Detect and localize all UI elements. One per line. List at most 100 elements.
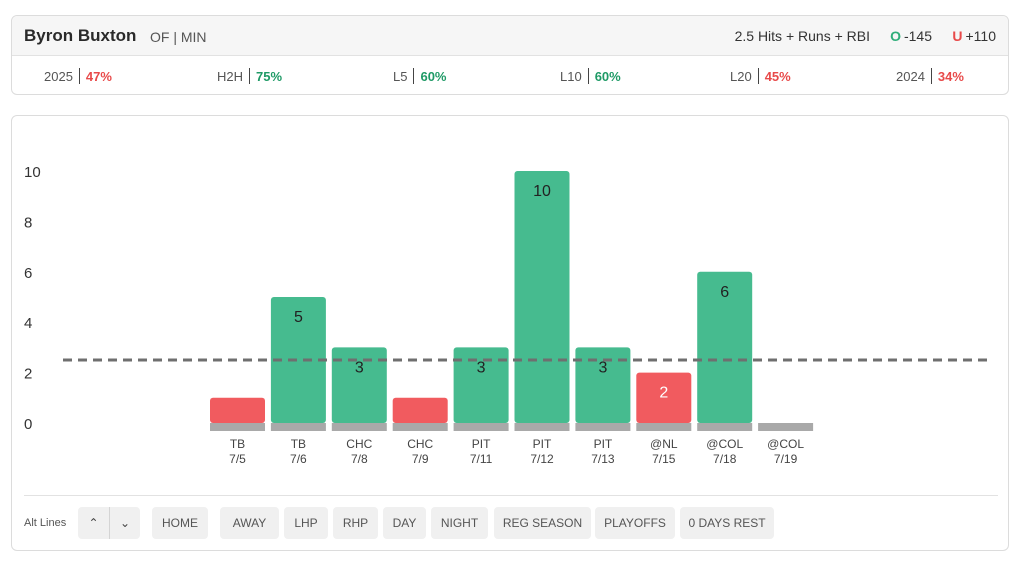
bar-base: [697, 423, 753, 431]
x-tick-date: 7/6: [290, 452, 307, 466]
x-tick-date: 7/5: [229, 452, 246, 466]
x-tick-opponent: CHC: [407, 437, 433, 451]
prop-header-card: Byron Buxton OF | MIN 2.5 Hits + Runs + …: [11, 15, 1009, 95]
under-icon: U: [952, 28, 963, 44]
prop-title-row: Byron Buxton OF | MIN 2.5 Hits + Runs + …: [12, 16, 1008, 56]
filter-night-button[interactable]: NIGHT: [431, 507, 488, 539]
bar: [270, 297, 326, 423]
stat-label: L10: [560, 69, 582, 84]
x-tick-date: 7/9: [412, 452, 429, 466]
x-tick-date: 7/19: [774, 452, 798, 466]
bar-base: [331, 423, 387, 431]
chevron-down-icon[interactable]: ⌄: [109, 507, 140, 539]
stat-l20[interactable]: L20 45%: [730, 68, 791, 84]
stat-label: L20: [730, 69, 752, 84]
over-icon: O: [890, 28, 901, 44]
stat-2025[interactable]: 2025 47%: [44, 68, 112, 84]
bar: [697, 271, 753, 423]
x-tick-date: 7/12: [530, 452, 554, 466]
bar-base: [270, 423, 326, 431]
x-tick-opponent: PIT: [533, 437, 552, 451]
bar: [331, 347, 387, 423]
filter-playoffs-button[interactable]: PLAYOFFS: [595, 507, 675, 539]
bar-value-label: 3: [477, 359, 486, 376]
bar-base: [210, 423, 265, 431]
x-tick-opponent: @COL: [706, 437, 743, 451]
over-odds-value: -145: [903, 28, 932, 44]
stat-value: 45%: [764, 69, 791, 84]
y-tick-label: 6: [24, 265, 32, 282]
bar-base: [758, 423, 814, 431]
x-tick-opponent: PIT: [594, 437, 613, 451]
stat-value: 75%: [256, 69, 283, 84]
chart-divider: [24, 495, 998, 496]
x-tick-opponent: CHC: [346, 437, 372, 451]
bar: [392, 397, 448, 423]
stat-label: 2025: [44, 69, 73, 84]
y-tick-label: 8: [24, 214, 32, 231]
bar-value-label: 5: [294, 309, 303, 326]
stat-value: 47%: [85, 69, 112, 84]
game-log-chart-card: 0 2 4 6 8 10 TB 7/5 5 TB 7/6 3 CHC 7/8 CHC 7/9 3 PIT 7/11 1…: [11, 115, 1009, 551]
stat-label: L5: [393, 69, 408, 84]
bar-value-label: 6: [720, 284, 729, 301]
player-position-team: OF | MIN: [150, 29, 207, 45]
x-tick-opponent: TB: [230, 437, 245, 451]
stat-l5[interactable]: L5 60%: [393, 68, 447, 84]
bar-value-label: 3: [355, 359, 364, 376]
x-tick-date: 7/8: [351, 452, 368, 466]
y-tick-label: 10: [24, 164, 41, 181]
stat-divider: [249, 68, 251, 84]
bar: [575, 347, 631, 423]
bar: [636, 372, 692, 423]
stat-value: 60%: [420, 69, 447, 84]
bar-base: [392, 423, 448, 431]
stat-l10[interactable]: L10 60%: [560, 68, 621, 84]
bar: [453, 347, 509, 423]
filter-home-button[interactable]: HOME: [152, 507, 208, 539]
bar-base: [575, 423, 631, 431]
bar-base: [636, 423, 692, 431]
x-tick-date: 7/15: [652, 452, 676, 466]
filter-away-button[interactable]: AWAY: [220, 507, 279, 539]
over-odds[interactable]: O -145: [890, 28, 932, 44]
bar-base: [514, 423, 570, 431]
x-tick-opponent: @NL: [650, 437, 678, 451]
alt-line-stepper: ⌃ ⌄: [78, 507, 140, 539]
under-odds[interactable]: U +110: [952, 28, 996, 44]
bar-value-label: 10: [533, 183, 551, 200]
y-tick-label: 0: [24, 416, 32, 433]
bar-base: [453, 423, 509, 431]
alt-lines-label: Alt Lines: [24, 517, 67, 529]
filter-reg-season-button[interactable]: REG SEASON: [494, 507, 591, 539]
stat-value: 60%: [594, 69, 621, 84]
x-tick-opponent: PIT: [472, 437, 491, 451]
player-name[interactable]: Byron Buxton: [24, 26, 137, 45]
filter-day-button[interactable]: DAY: [383, 507, 426, 539]
stat-divider: [413, 68, 415, 84]
under-odds-value: +110: [965, 28, 997, 44]
bar: [514, 171, 570, 423]
prop-line: 2.5 Hits + Runs + RBI: [734, 28, 870, 44]
stat-divider: [757, 68, 759, 84]
x-tick-opponent: TB: [291, 437, 306, 451]
bar-value-label: 2: [659, 385, 668, 402]
hit-rate-stats: 2025 47% H2H 75% L5 60% L10 60% L20 45% 2024 3…: [12, 56, 1008, 96]
stat-2024[interactable]: 2024 34%: [896, 68, 964, 84]
filter-days-rest-button[interactable]: 0 DAYS REST: [680, 507, 774, 539]
stat-value: 34%: [937, 69, 964, 84]
game-log-bar-chart: 0246810TB7/55TB7/63CHC7/8CHC7/93PIT7/111…: [24, 164, 992, 466]
bar: [210, 397, 265, 423]
x-tick-date: 7/11: [470, 452, 493, 466]
filter-lhp-button[interactable]: LHP: [284, 507, 328, 539]
x-tick-date: 7/13: [591, 452, 615, 466]
x-tick-date: 7/18: [713, 452, 737, 466]
x-tick-opponent: @COL: [767, 437, 804, 451]
filter-rhp-button[interactable]: RHP: [333, 507, 378, 539]
stat-h2h[interactable]: H2H 75%: [217, 68, 282, 84]
stat-divider: [930, 68, 932, 84]
stat-divider: [78, 68, 80, 84]
stat-divider: [587, 68, 589, 84]
y-tick-label: 4: [24, 315, 32, 332]
chevron-up-icon[interactable]: ⌃: [88, 516, 99, 530]
